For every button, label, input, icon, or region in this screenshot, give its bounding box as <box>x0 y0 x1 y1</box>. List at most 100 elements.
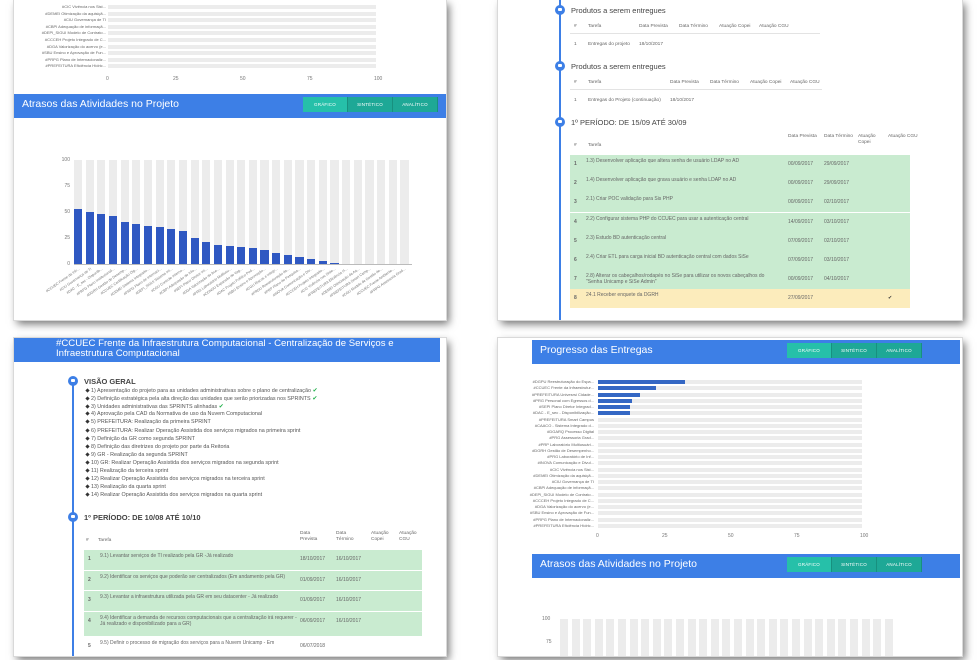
bar-label: #CBPI Adequação de informaçã... <box>533 485 594 491</box>
overview-text: 12) Realizar Operação Assistida dos serv… <box>91 476 265 483</box>
grafico-button[interactable]: Gráfico <box>787 343 832 358</box>
bar-track <box>676 619 684 656</box>
bar-track <box>598 398 862 403</box>
table-row: 8 24.1 Receber enquete da DGRH 27/09/2017 ✔ <box>570 289 910 309</box>
bar-track <box>598 517 862 522</box>
bar <box>85 212 94 264</box>
bar-track <box>583 619 592 656</box>
bar-track <box>598 467 862 472</box>
bar <box>202 242 211 264</box>
overview-item: 8) Definição das diretrizes do projeto p… <box>85 444 229 450</box>
divider <box>570 89 822 90</box>
bar-track <box>108 11 376 16</box>
bar <box>155 226 164 264</box>
bar-track <box>606 619 615 656</box>
column-header: Atuação CGU <box>759 24 789 29</box>
panel-deliverables: Produtos a serem entregues # Tarefa Data Pr… <box>498 0 962 320</box>
row-number: 2 <box>88 576 91 583</box>
bar-track <box>745 619 754 656</box>
row-task: 2.4) Criar ETL para carga inicial BD aut… <box>586 254 749 260</box>
bar-label: #PRG Assessoria Grad... <box>549 435 594 441</box>
row-number: 6 <box>574 257 577 263</box>
check-icon: ✔ <box>217 404 224 411</box>
row-date: 18/10/2017 <box>639 42 664 47</box>
bar-label: #DGA Valorização do acervo (e... <box>534 504 594 509</box>
overview-item: 14) Realizar Operação Assistida dos serv… <box>85 492 262 498</box>
sintetico-button[interactable]: Sintético <box>348 97 393 112</box>
bar-label: #PRG Personal com Egressos d... <box>533 397 594 403</box>
overview-text: 13) Realização da quarta sprint <box>91 484 166 491</box>
column-header: Tarefa <box>588 143 602 148</box>
bar-label: #DEMEI Otimização da aquisiçã... <box>45 10 106 16</box>
row-task: 9.4) Identificar a demanda de recursos c… <box>100 614 297 627</box>
bar-track <box>873 619 882 656</box>
sintetico-button[interactable]: Sintético <box>832 343 877 358</box>
table-row: 5 2.3) Estudo BD autenticação central 07/0… <box>570 231 910 251</box>
bar <box>283 254 292 264</box>
bar-track <box>884 619 893 656</box>
column-header: # <box>574 143 577 148</box>
column-header: Atuação Copei <box>858 134 876 145</box>
row-date-end: 02/10/2017 <box>824 237 850 244</box>
bar-track <box>330 160 339 264</box>
row-number: 1 <box>574 98 577 103</box>
bar-label: #DEPI_SIGUI Modelo de Contrato... <box>41 30 106 36</box>
row-task: 2.2) Configurar sistema PHP do CCUEC par… <box>586 215 749 222</box>
row-task: 24.1 Receber enquete da DGRH <box>586 292 659 299</box>
bar-label: #PRG Laboratório de Inf... <box>547 454 594 459</box>
bar <box>225 246 234 264</box>
column-header: Data Término <box>824 134 853 139</box>
table-row: 4 9.4) Identificar a demanda de recursos … <box>84 611 422 636</box>
row-date-prev: 00/09/2017 <box>788 161 814 167</box>
bar <box>178 230 188 264</box>
y-tick: 0 <box>67 261 70 267</box>
column-header: # <box>574 80 577 85</box>
row-number: 7 <box>574 276 577 283</box>
bullet <box>85 404 90 409</box>
analitico-button[interactable]: Analítico <box>877 343 922 358</box>
axis-tick: 75 <box>307 76 313 82</box>
overview-item: 1) Apresentação do projeto para as unida… <box>85 387 318 394</box>
bar-label: #DGA Valorização do acervo (e... <box>46 43 106 49</box>
row-date-prev: 00/09/2017 <box>788 180 814 187</box>
row-date-prev: 14/09/2017 <box>788 218 814 225</box>
bar-label: #DEMEI Otimização da aquisiçã... <box>533 472 594 478</box>
bar-track <box>757 619 766 656</box>
row-date-prev: 01/09/2017 <box>300 597 326 603</box>
column-header: Data Término <box>710 80 739 85</box>
timeline-icon <box>555 117 565 127</box>
bar-track <box>260 160 269 264</box>
row-task: 9.2) Identificar os serviços que poderão… <box>100 573 286 580</box>
row-task: Entregas do projeto <box>588 42 630 47</box>
bar-track <box>598 411 862 416</box>
overview-item: 7) Definição da GR como segunda SPRINT <box>85 436 195 442</box>
table-row: 4 2.2) Configurar sistema PHP do CCUEC pa… <box>570 212 910 232</box>
row-task: 2.3) Estudo BD autenticação central <box>586 234 667 241</box>
bar <box>598 380 686 384</box>
y-tick: 75 <box>546 639 552 645</box>
overview-text: 11) Realização da terceira sprint <box>91 468 169 474</box>
project-header: #CCUEC Frente da Infraestrutura Computac… <box>14 338 440 362</box>
bar-track <box>97 160 106 264</box>
sintetico-button[interactable]: Sintético <box>832 557 877 572</box>
bar-label: #PREFEITURA Univesrsi Cidade... <box>531 391 594 397</box>
bar <box>167 228 176 264</box>
bar-track <box>861 619 870 656</box>
row-date-prev: 06/07/2018 <box>300 642 326 649</box>
row-date-end: 04/10/2017 <box>824 276 850 283</box>
bar-track <box>710 619 719 656</box>
grafico-button[interactable]: Gráfico <box>303 97 348 112</box>
column-header: # <box>86 538 89 543</box>
timeline-icon <box>555 5 565 15</box>
x-axis <box>74 264 412 265</box>
bar <box>598 405 630 409</box>
analitico-button[interactable]: Analítico <box>393 97 438 112</box>
bar-track <box>780 619 789 656</box>
delay-title: Atrasos das Atividades no Projeto <box>22 98 180 110</box>
bar-track <box>598 498 862 503</box>
grafico-button[interactable]: Gráfico <box>787 557 832 572</box>
bar <box>97 214 106 264</box>
bar-track <box>108 24 376 29</box>
table-row: 1 9.1) Levantar serviços de TI realizado … <box>84 550 422 570</box>
analitico-button[interactable]: Analítico <box>877 557 922 572</box>
